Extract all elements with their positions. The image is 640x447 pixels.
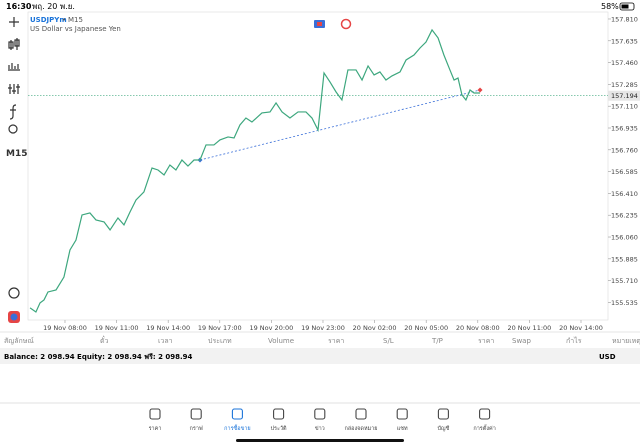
trendline-anchor[interactable]	[477, 87, 483, 93]
account-bar	[0, 348, 640, 364]
candle-icon[interactable]	[8, 38, 20, 50]
x-tick-label: 19 Nov 20:00	[249, 324, 293, 332]
tab-icon[interactable]	[355, 408, 367, 420]
x-tick-label: 19 Nov 17:00	[198, 324, 242, 332]
status-time: 16:30	[6, 2, 32, 11]
y-tick-label: 157.635	[611, 37, 638, 45]
y-tick-label: 157.810	[611, 15, 638, 23]
tab-label[interactable]: ประวัติ	[271, 425, 287, 432]
tab-label[interactable]: ข่าว	[315, 426, 325, 432]
tab-icon[interactable]	[231, 408, 243, 420]
tab-icon[interactable]	[396, 408, 408, 420]
y-tick-label: 157.285	[611, 81, 638, 89]
y-tick-label: 157.460	[611, 59, 638, 67]
tab-icon[interactable]	[479, 408, 491, 420]
tab-label[interactable]: การซื้อขาย	[224, 424, 250, 432]
account-summary: Balance: 2 098.94 Equity: 2 098.94 ฟรี: …	[4, 353, 193, 361]
one-click-button[interactable]	[340, 18, 352, 30]
x-tick-label: 19 Nov 08:00	[43, 324, 87, 332]
tab-label[interactable]: กล่องจดหมาย	[344, 426, 377, 432]
trade-button-inner	[317, 22, 322, 26]
x-tick-label: 19 Nov 11:00	[95, 324, 139, 332]
column-header: Swap	[512, 337, 531, 345]
y-tick-label: 156.760	[611, 146, 638, 154]
column-header: เวลา	[158, 337, 173, 345]
tab-label[interactable]: ราคา	[149, 426, 162, 432]
x-tick-label: 20 Nov 02:00	[353, 324, 397, 332]
y-tick-label: 156.410	[611, 190, 638, 198]
y-tick-label: 157.110	[611, 103, 638, 111]
battery-icon	[619, 2, 635, 11]
column-header: หมายเหตุ	[612, 337, 640, 345]
price-tag	[608, 90, 640, 101]
column-header: Volume	[268, 337, 294, 345]
y-tick-label: 156.060	[611, 234, 638, 242]
crosshair-icon[interactable]	[9, 17, 19, 27]
tab-icon[interactable]	[190, 408, 202, 420]
description: US Dollar vs Japanese Yen	[30, 25, 121, 33]
home-indicator	[236, 439, 404, 442]
account-currency: USD	[599, 353, 616, 361]
column-header: ราคา	[478, 337, 494, 345]
tab-label[interactable]: บัญชี	[437, 425, 449, 432]
period: M15	[68, 16, 83, 24]
sidebar-icons	[8, 17, 20, 299]
symbol: USDJPYm	[30, 16, 67, 24]
battery-fill	[621, 4, 629, 9]
status-battery: 58%	[601, 2, 619, 11]
column-header: กำไร	[566, 336, 582, 345]
bars-icon[interactable]	[8, 63, 20, 71]
tab-label[interactable]: แชท	[397, 425, 408, 432]
tab-icon[interactable]	[314, 408, 326, 420]
zoom-icon[interactable]	[8, 287, 20, 299]
price-tag-label: 157.194	[611, 92, 638, 100]
trendline	[199, 89, 481, 161]
x-tick-label: 19 Nov 23:00	[301, 324, 345, 332]
plot-area	[27, 11, 609, 321]
y-tick-label: 155.710	[611, 277, 638, 285]
tab-label[interactable]: กราฟ	[190, 425, 203, 432]
tab-icon[interactable]	[437, 408, 449, 420]
column-header: T/P	[431, 337, 443, 345]
column-header: ราคา	[328, 337, 344, 345]
timeframe[interactable]: M15	[6, 149, 27, 159]
column-header: สัญลักษณ์	[4, 337, 34, 345]
y-tick-label: 155.535	[611, 299, 638, 307]
x-tick-label: 20 Nov 11:00	[507, 324, 551, 332]
objects-icon[interactable]	[8, 124, 18, 134]
price-series	[29, 28, 481, 313]
column-header: ประเภท	[208, 337, 232, 345]
x-tick-label: 19 Nov 14:00	[146, 324, 190, 332]
tab-icon[interactable]	[273, 408, 285, 420]
tab-label[interactable]: การตั้งค่า	[473, 424, 495, 432]
symbol-separator: •	[62, 16, 66, 24]
y-tick-label: 156.935	[611, 124, 638, 132]
y-tick-label: 155.885	[611, 255, 638, 263]
function-icon[interactable]	[9, 104, 17, 120]
tab-icon[interactable]	[149, 408, 161, 420]
x-tick-label: 20 Nov 14:00	[559, 324, 603, 332]
column-header: ตั๋ว	[100, 336, 109, 345]
x-tick-label: 20 Nov 05:00	[404, 324, 448, 332]
status-date: พฤ. 20 พ.ย.	[32, 2, 75, 11]
y-tick-label: 156.585	[611, 168, 638, 176]
y-tick-label: 156.235	[611, 212, 638, 220]
x-tick-label: 20 Nov 08:00	[456, 324, 500, 332]
app-icon-dot	[10, 313, 18, 321]
column-header: S/L	[383, 337, 394, 345]
indicators-icon[interactable]	[8, 84, 20, 94]
